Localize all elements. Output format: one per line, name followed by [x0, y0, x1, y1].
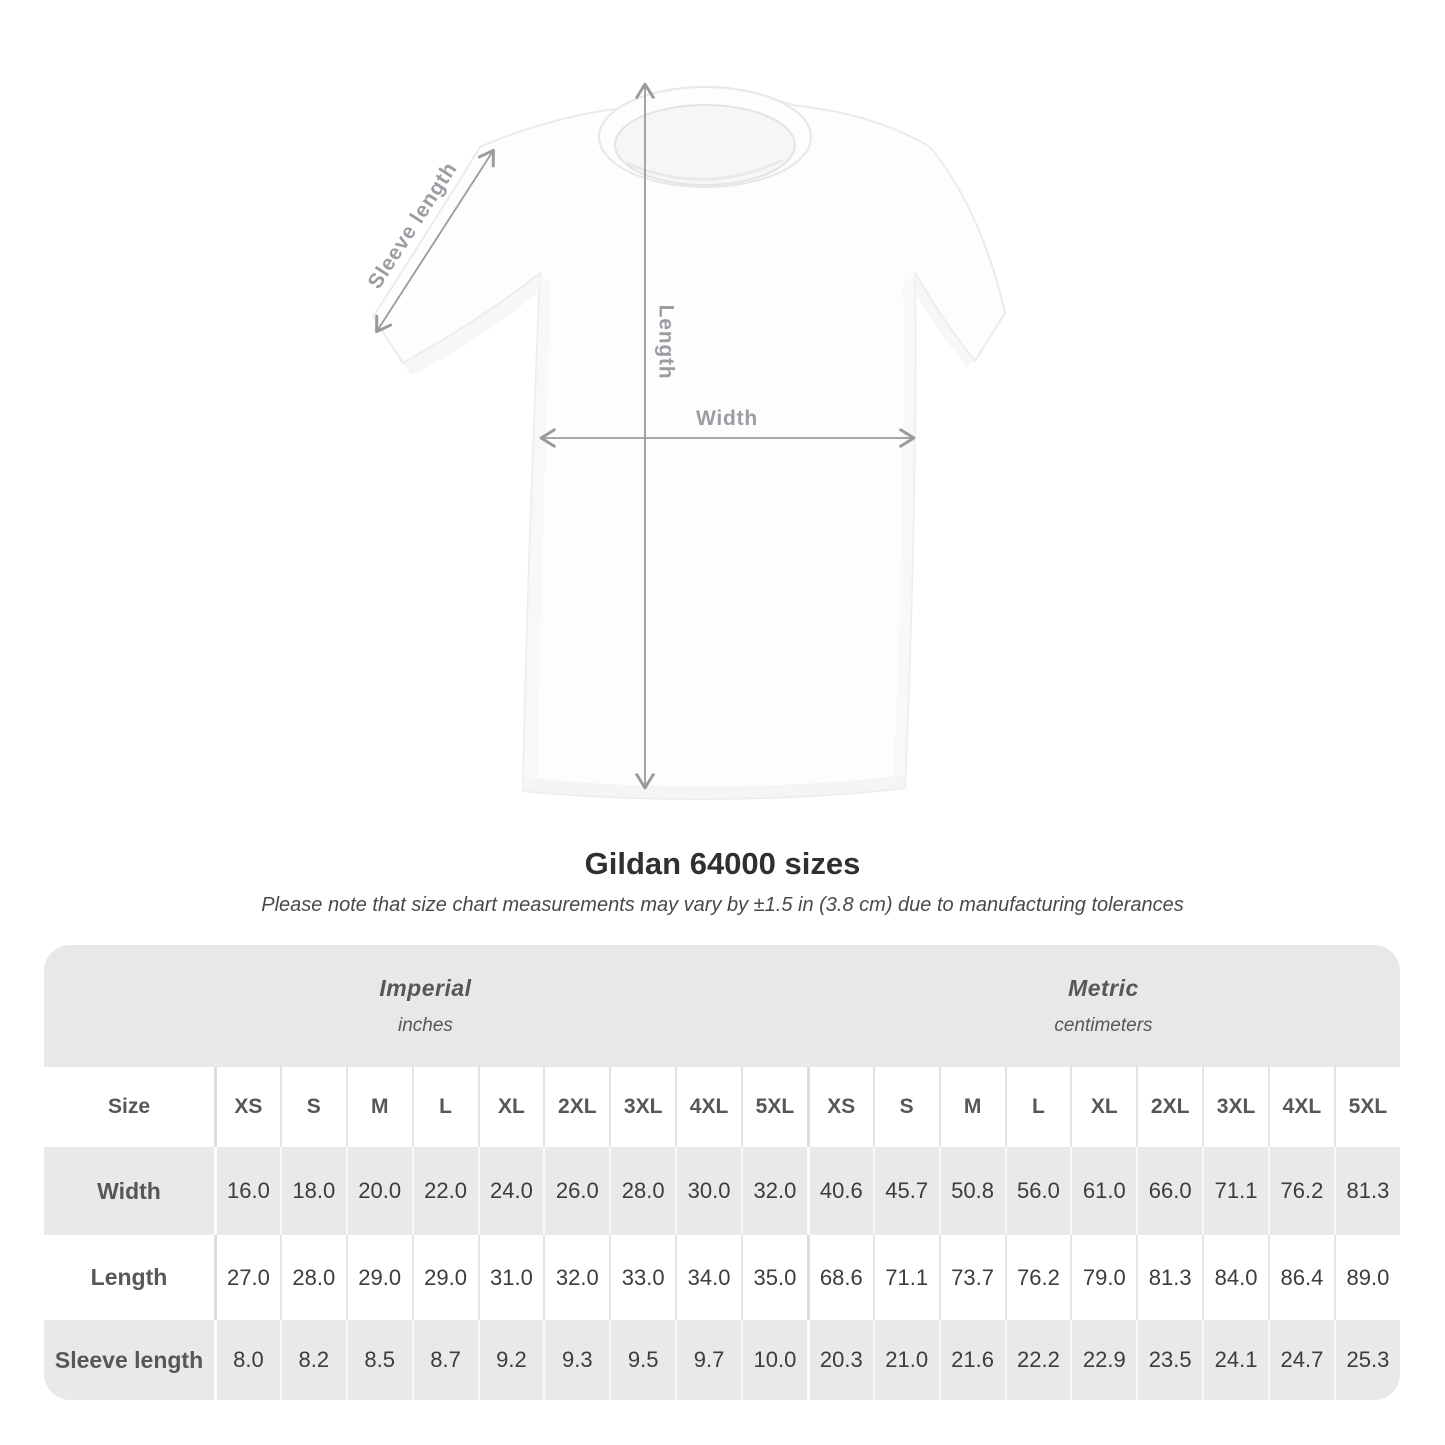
metric-group-header: Metric centimeters: [806, 945, 1400, 1067]
cell-length-imperial-2xl: 32.0: [543, 1235, 610, 1320]
size-col-imperial-3xl: 3XL: [609, 1067, 676, 1147]
size-header-row: Size XS S M L XL 2XL 3XL 4XL 5XL XS S M L XL 2XL 3XL 4XL…: [44, 1067, 1400, 1147]
cell-sleeve-length-imperial-xs: 8.0: [214, 1320, 280, 1400]
cell-width-metric-2xl: 66.0: [1136, 1147, 1203, 1235]
cell-length-imperial-xl: 31.0: [477, 1235, 544, 1320]
cell-sleeve-length-imperial-2xl: 9.3: [543, 1320, 610, 1400]
size-col-imperial-xl: XL: [477, 1067, 544, 1147]
row-label-width: Width: [44, 1147, 214, 1235]
size-col-metric-xl: XL: [1070, 1067, 1137, 1147]
size-table: Imperial inches Metric centimeters Size …: [44, 945, 1400, 1400]
cell-length-metric-4xl: 86.4: [1268, 1235, 1334, 1320]
size-col-metric-s: S: [872, 1067, 939, 1147]
size-col-metric-l: L: [1004, 1067, 1071, 1147]
size-col-imperial-4xl: 4XL: [675, 1067, 741, 1147]
size-col-imperial-2xl: 2XL: [543, 1067, 610, 1147]
cell-sleeve-length-metric-l: 22.2: [1004, 1320, 1071, 1400]
cell-length-imperial-xs: 27.0: [214, 1235, 280, 1320]
cell-sleeve-length-metric-s: 21.0: [872, 1320, 939, 1400]
measurement-row-length: Length 27.0 28.0 29.0 29.0 31.0 32.0 33.0 34.0 35…: [44, 1235, 1400, 1320]
cell-sleeve-length-metric-m: 21.6: [938, 1320, 1005, 1400]
size-col-imperial-l: L: [411, 1067, 478, 1147]
cell-sleeve-length-metric-xs: 20.3: [806, 1320, 873, 1400]
cell-width-imperial-l: 22.0: [411, 1147, 478, 1235]
cell-length-imperial-l: 29.0: [411, 1235, 478, 1320]
unit-group-row: Imperial inches Metric centimeters: [44, 945, 1400, 1067]
size-col-metric-m: M: [938, 1067, 1005, 1147]
tshirt-image: Length Width Sleeve length: [364, 82, 1006, 800]
size-col-imperial-xs: XS: [214, 1067, 280, 1147]
cell-width-metric-3xl: 71.1: [1202, 1147, 1268, 1235]
cell-width-metric-xs: 40.6: [806, 1147, 873, 1235]
cell-length-metric-5xl: 89.0: [1333, 1235, 1400, 1320]
cell-length-metric-l: 76.2: [1004, 1235, 1071, 1320]
cell-width-imperial-xl: 24.0: [477, 1147, 544, 1235]
cell-length-metric-3xl: 84.0: [1202, 1235, 1268, 1320]
cell-width-metric-5xl: 81.3: [1333, 1147, 1400, 1235]
cell-width-imperial-m: 20.0: [345, 1147, 412, 1235]
size-col-imperial-5xl: 5XL: [741, 1067, 807, 1147]
cell-length-metric-2xl: 81.3: [1136, 1235, 1203, 1320]
cell-sleeve-length-imperial-m: 8.5: [345, 1320, 412, 1400]
cell-length-imperial-s: 28.0: [279, 1235, 346, 1320]
cell-sleeve-length-metric-5xl: 25.3: [1333, 1320, 1400, 1400]
row-label-length: Length: [44, 1235, 214, 1320]
metric-unit: centimeters: [1054, 1015, 1153, 1036]
cell-sleeve-length-imperial-xl: 9.2: [477, 1320, 544, 1400]
cell-sleeve-length-metric-4xl: 24.7: [1268, 1320, 1334, 1400]
cell-sleeve-length-imperial-3xl: 9.5: [609, 1320, 676, 1400]
size-col-metric-xs: XS: [806, 1067, 873, 1147]
tshirt-collar: [598, 86, 812, 188]
cell-length-imperial-4xl: 34.0: [675, 1235, 741, 1320]
size-col-imperial-s: S: [279, 1067, 346, 1147]
cell-length-metric-s: 71.1: [872, 1235, 939, 1320]
cell-width-metric-4xl: 76.2: [1268, 1147, 1334, 1235]
tolerance-note: Please note that size chart measurements…: [261, 894, 1184, 916]
cell-sleeve-length-metric-3xl: 24.1: [1202, 1320, 1268, 1400]
length-arrow-label: Length: [655, 305, 678, 380]
size-corner-header: Size: [44, 1067, 214, 1147]
cell-length-metric-xs: 68.6: [806, 1235, 873, 1320]
cell-length-imperial-3xl: 33.0: [609, 1235, 676, 1320]
imperial-unit: inches: [397, 1015, 453, 1036]
size-table-grid: Imperial inches Metric centimeters Size …: [44, 945, 1400, 1400]
cell-sleeve-length-imperial-5xl: 10.0: [741, 1320, 807, 1400]
cell-length-imperial-5xl: 35.0: [741, 1235, 807, 1320]
metric-label: Metric: [1068, 975, 1139, 1001]
tshirt-measurement-diagram: Length Width Sleeve length: [345, 65, 1025, 815]
cell-width-imperial-4xl: 30.0: [675, 1147, 741, 1235]
cell-width-metric-xl: 61.0: [1070, 1147, 1137, 1235]
cell-width-imperial-3xl: 28.0: [609, 1147, 676, 1235]
size-col-metric-4xl: 4XL: [1268, 1067, 1334, 1147]
width-arrow-label: Width: [696, 407, 758, 430]
cell-sleeve-length-imperial-l: 8.7: [411, 1320, 478, 1400]
cell-width-metric-m: 50.8: [938, 1147, 1005, 1235]
imperial-group-header: Imperial inches: [44, 945, 807, 1067]
cell-sleeve-length-metric-xl: 22.9: [1070, 1320, 1137, 1400]
cell-sleeve-length-imperial-s: 8.2: [279, 1320, 346, 1400]
cell-width-imperial-5xl: 32.0: [741, 1147, 807, 1235]
cell-length-metric-xl: 79.0: [1070, 1235, 1137, 1320]
cell-length-metric-m: 73.7: [938, 1235, 1005, 1320]
cell-width-imperial-s: 18.0: [279, 1147, 346, 1235]
cell-sleeve-length-metric-2xl: 23.5: [1136, 1320, 1203, 1400]
cell-width-imperial-2xl: 26.0: [543, 1147, 610, 1235]
measurement-row-width: Width 16.0 18.0 20.0 22.0 24.0 26.0 28.0 30.0 32.…: [44, 1147, 1400, 1235]
row-label-sleeve-length: Sleeve length: [44, 1320, 214, 1400]
size-col-imperial-m: M: [345, 1067, 412, 1147]
size-col-metric-3xl: 3XL: [1202, 1067, 1268, 1147]
page-title: Gildan 64000 sizes: [584, 846, 861, 881]
imperial-label: Imperial: [379, 975, 472, 1001]
size-col-metric-5xl: 5XL: [1333, 1067, 1400, 1147]
measurement-row-sleeve-length: Sleeve length 8.0 8.2 8.5 8.7 9.2 9.3 9.5 9.7 10.…: [44, 1320, 1400, 1400]
width-arrow: Width: [539, 407, 916, 448]
cell-width-metric-s: 45.7: [872, 1147, 939, 1235]
cell-width-metric-l: 56.0: [1004, 1147, 1071, 1235]
cell-length-imperial-m: 29.0: [345, 1235, 412, 1320]
cell-sleeve-length-imperial-4xl: 9.7: [675, 1320, 741, 1400]
size-col-metric-2xl: 2XL: [1136, 1067, 1203, 1147]
cell-width-imperial-xs: 16.0: [214, 1147, 280, 1235]
tshirt-body: [372, 93, 1006, 800]
